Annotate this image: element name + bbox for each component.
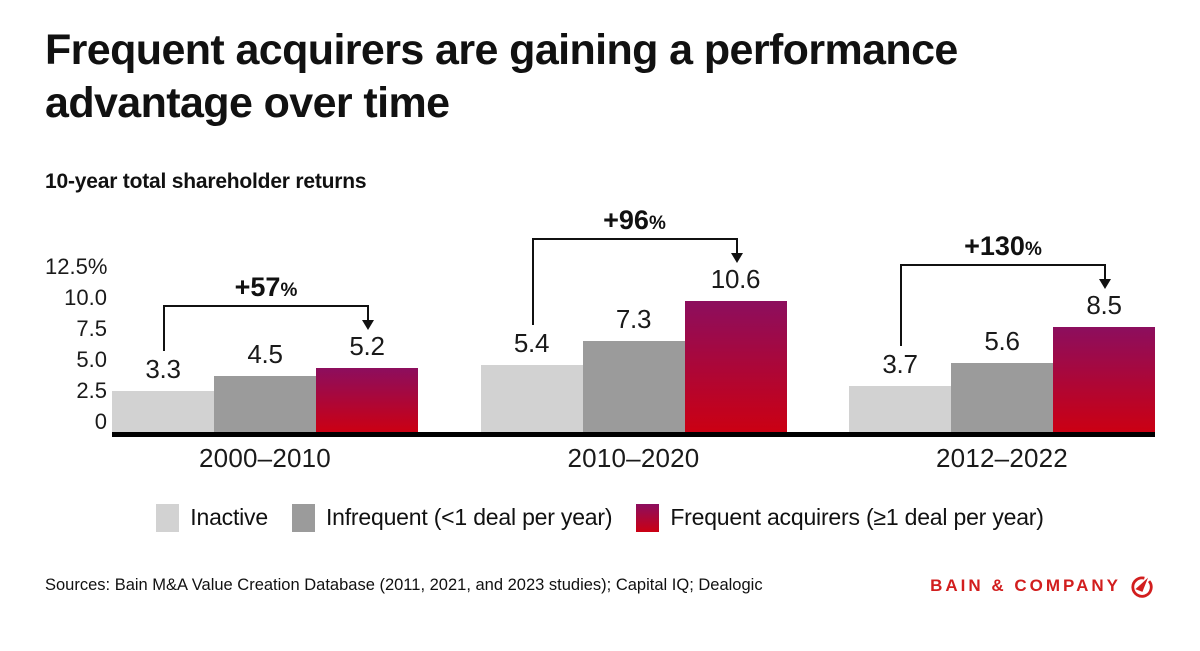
bar-value-label: 3.3 — [145, 353, 181, 384]
chart-subtitle: 10-year total shareholder returns — [45, 169, 367, 193]
bar-frequent — [316, 367, 418, 432]
y-axis-tick: 0 — [94, 408, 107, 434]
legend-item: Infrequent (<1 deal per year) — [291, 503, 613, 532]
bar-value-label: 8.5 — [1086, 289, 1122, 320]
bracket-line — [900, 265, 902, 346]
footer: Sources: Bain M&A Value Creation Databas… — [45, 573, 1155, 599]
bar-frequent — [684, 300, 787, 432]
bracket-line — [531, 237, 738, 240]
bar-group: 5.4 7.3 10.6 +96% — [480, 202, 787, 432]
legend-label: Frequent acquirers (≥1 deal per year) — [670, 504, 1044, 531]
arrow-down-icon — [1099, 278, 1111, 289]
bar-infrequent — [951, 362, 1053, 432]
brand-wordmark: BAIN & COMPANY — [930, 575, 1121, 595]
bain-compass-icon — [1131, 576, 1153, 598]
bar-infrequent — [582, 340, 685, 432]
bracket-line — [531, 239, 534, 325]
bar-inactive — [480, 364, 583, 432]
percent-change-label: +96% — [532, 205, 738, 236]
legend-label: Infrequent (<1 deal per year) — [325, 504, 613, 531]
legend-label: Inactive — [190, 504, 268, 531]
bracket-line — [163, 304, 369, 307]
percent-sign: % — [1024, 238, 1042, 260]
legend-item: Inactive — [156, 503, 268, 532]
plot-area: 3.3 4.5 5.2 +57% 5.4 7.3 10.6 +96% 3.7 5.6 8.5 +130… — [112, 202, 1155, 437]
bar-inactive — [112, 390, 214, 432]
page-title: Frequent acquirers are gaining a perform… — [45, 26, 958, 127]
bracket-line — [367, 306, 369, 323]
percent-change-value: +96 — [603, 204, 649, 235]
y-axis-tick: 5.0 — [76, 346, 107, 372]
bracket-line — [163, 306, 165, 351]
x-axis-label: 2000–2010 — [199, 442, 331, 473]
bar-value-label: 5.4 — [513, 327, 550, 358]
legend-swatch — [291, 503, 315, 532]
arrow-down-icon — [730, 252, 743, 263]
sources-note: Sources: Bain M&A Value Creation Databas… — [45, 576, 763, 595]
bar-value-label: 5.6 — [984, 325, 1020, 356]
percent-change-label: +130% — [900, 231, 1106, 262]
percent-change-label: +57% — [163, 272, 369, 303]
bar-value-label: 7.3 — [615, 303, 652, 334]
y-axis-tick: 7.5 — [76, 315, 107, 341]
bar-value-label: 5.2 — [349, 330, 385, 361]
bar-group: 3.3 4.5 5.2 +57% — [112, 202, 418, 432]
y-axis-tick: 10.0 — [64, 284, 107, 310]
bar-chart: 12.5% 10.0 7.5 5.0 2.5 0 3.3 4.5 5.2 +57% 5.4 7.3 1… — [45, 202, 1155, 437]
bar-frequent — [1053, 326, 1155, 432]
bracket-line — [900, 263, 1106, 266]
bar-value-label: 3.7 — [882, 348, 918, 379]
percent-sign: % — [280, 279, 298, 301]
y-axis-tick: 2.5 — [76, 377, 107, 403]
x-axis: 2000–2010 2010–2020 2012–2022 — [112, 443, 1155, 473]
bracket-line — [735, 239, 738, 256]
arrow-down-icon — [362, 319, 374, 330]
legend: Inactive Infrequent (<1 deal per year) Fre… — [45, 503, 1155, 532]
bar-value-label: 10.6 — [710, 263, 761, 294]
legend-item: Frequent acquirers (≥1 deal per year) — [636, 503, 1044, 532]
x-axis-label: 2010–2020 — [567, 442, 700, 473]
bar-group: 3.7 5.6 8.5 +130% — [849, 202, 1155, 432]
y-axis-tick: 12.5% — [45, 253, 108, 279]
percent-sign: % — [648, 212, 666, 234]
legend-swatch — [156, 503, 180, 532]
brand-logo: BAIN & COMPANY — [930, 573, 1155, 599]
bar-inactive — [849, 385, 951, 432]
bar-value-label: 4.5 — [247, 338, 283, 369]
x-axis-label: 2012–2022 — [936, 442, 1068, 473]
legend-swatch — [636, 503, 660, 532]
percent-change-value: +130 — [964, 230, 1025, 261]
infographic: Frequent acquirers are gaining a perform… — [0, 24, 1200, 599]
y-axis: 12.5% 10.0 7.5 5.0 2.5 0 — [45, 202, 108, 434]
bar-infrequent — [214, 375, 316, 432]
bracket-line — [1104, 265, 1106, 282]
percent-change-value: +57 — [234, 271, 281, 302]
